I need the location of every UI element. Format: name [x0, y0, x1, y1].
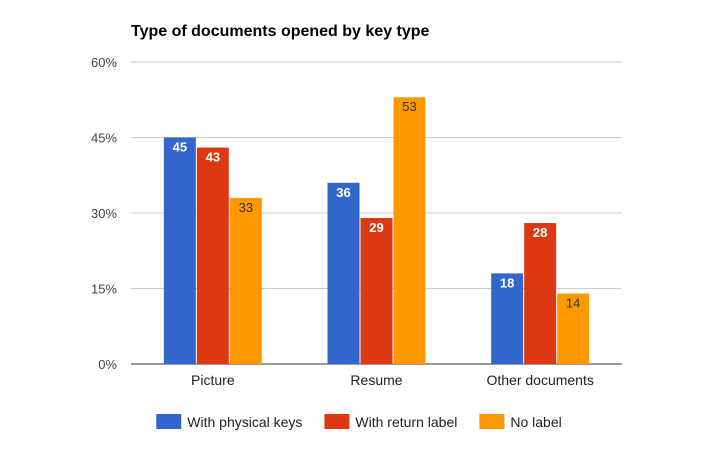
data-labels: 45 43 33 36 29 53 18 28 14 [173, 99, 581, 310]
legend-swatch [156, 414, 182, 429]
legend-label: No label [510, 414, 561, 430]
bar [163, 137, 196, 364]
bar-value-label: 29 [369, 220, 383, 235]
bar [524, 223, 557, 364]
category-label: Other documents [486, 372, 593, 388]
bar-value-label: 36 [336, 185, 350, 200]
bar [196, 147, 229, 364]
legend-label: With physical keys [187, 414, 302, 430]
bar-value-label: 14 [566, 296, 580, 311]
legend-swatch [324, 414, 350, 429]
legend-label: With return label [355, 414, 457, 430]
bar [229, 197, 262, 364]
bar [393, 97, 426, 364]
category-label: Resume [350, 372, 402, 388]
y-tick-label: 30% [91, 206, 117, 221]
category-label: Picture [191, 372, 235, 388]
y-tick-label: 60% [91, 55, 117, 70]
legend: With physical keys With return label No la… [156, 414, 562, 430]
bar-value-label: 45 [173, 140, 187, 155]
bar [360, 218, 393, 364]
y-tick-label: 0% [98, 357, 117, 372]
y-tick-label: 15% [91, 282, 117, 297]
bar [557, 293, 590, 364]
bar-value-label: 53 [402, 99, 416, 114]
bar [491, 273, 524, 364]
bar-value-label: 18 [500, 275, 514, 290]
chart-title: Type of documents opened by key type [131, 23, 430, 40]
y-axis-ticks: 0% 15% 30% 45% 60% [91, 55, 117, 372]
bar-value-label: 33 [239, 200, 253, 215]
bars [163, 97, 590, 364]
bar [327, 182, 360, 364]
legend-swatch [479, 414, 505, 429]
bar-value-label: 28 [533, 225, 547, 240]
x-axis-categories: Picture Resume Other documents [191, 372, 594, 388]
bar-value-label: 43 [206, 150, 220, 165]
y-tick-label: 45% [91, 131, 117, 146]
